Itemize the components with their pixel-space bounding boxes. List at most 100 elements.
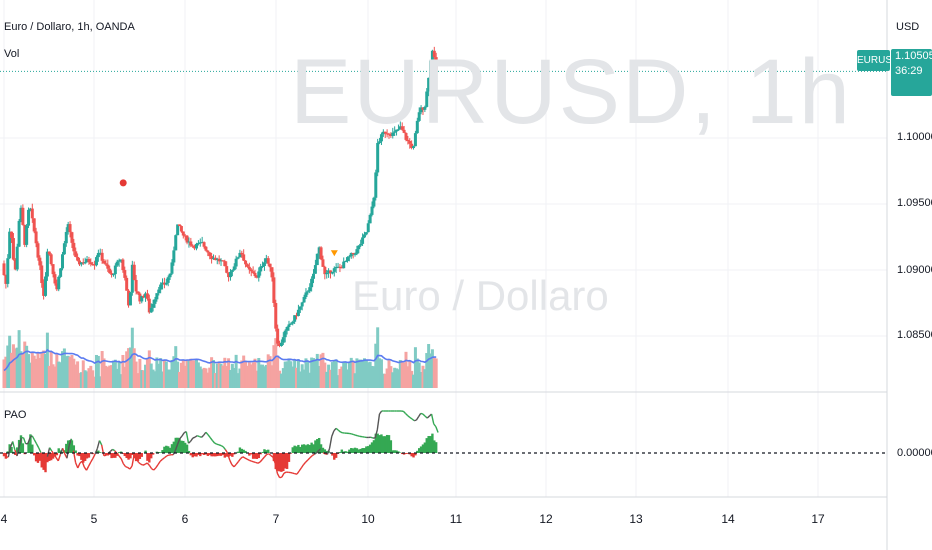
volume-bar (238, 368, 242, 388)
candle-body (298, 306, 302, 310)
candle-body (208, 252, 212, 257)
oscillator-bar (433, 440, 436, 453)
oscillator-bar (278, 453, 281, 472)
candle-body (317, 247, 321, 254)
volume-bar (149, 363, 153, 388)
oscillator-line-segment (105, 452, 109, 456)
oscillator-bar (344, 451, 347, 453)
volume-bar (34, 358, 38, 388)
oscillator-line-segment (218, 444, 222, 447)
volume-bar (57, 361, 61, 388)
oscillator-bar (351, 448, 355, 453)
oscillator-bar (155, 451, 159, 453)
candle-body (149, 307, 153, 313)
candle-body (155, 293, 159, 300)
candle-body (162, 282, 166, 285)
oscillator-line-segment (192, 436, 196, 439)
oscillator-bar (376, 433, 379, 453)
oscillator-line-segment (235, 461, 239, 465)
candle-body (13, 259, 17, 270)
oscillator-line-segment (194, 435, 198, 438)
candle-body (44, 276, 48, 296)
oscillator-bar (38, 453, 42, 461)
oscillator-line-segment (190, 437, 194, 442)
volume-bar (298, 371, 302, 388)
candle-body (272, 277, 276, 304)
candle-body (108, 268, 112, 274)
volume-bar (196, 362, 200, 388)
volume-bar (351, 360, 355, 388)
last-price-value: 1.10505 (895, 50, 932, 62)
oscillator-line-segment (355, 434, 358, 437)
volume-bar (64, 356, 68, 388)
candle-body (196, 243, 200, 245)
candle-body (83, 262, 87, 264)
volume-bar (140, 370, 144, 388)
candle-body (89, 262, 93, 265)
oscillator-line-segment (307, 457, 311, 461)
oscillator-bar (342, 451, 345, 453)
oscillator-line-segment (405, 413, 409, 417)
candle-body (287, 324, 291, 327)
candle-body (23, 224, 27, 245)
candle-body (215, 258, 219, 261)
oscillator-bar (238, 447, 242, 453)
volume-bar (404, 351, 408, 388)
volume-bar (123, 366, 127, 388)
volume-bar (434, 358, 438, 388)
indicator-label[interactable]: PAO (4, 409, 27, 421)
volume-bar (319, 354, 323, 388)
volume-bar (8, 335, 12, 388)
volume-bar (183, 365, 187, 388)
oscillator-bar (112, 453, 115, 458)
candle-body (70, 232, 74, 243)
oscillator-line-segment (270, 455, 274, 458)
oscillator-line-segment (120, 458, 125, 465)
y-tick-label: 1.09500 (897, 197, 932, 209)
candle-body (195, 243, 199, 249)
candle-body (55, 283, 59, 290)
oscillator-bar (367, 446, 370, 453)
volume-bar (117, 361, 121, 388)
volume-bar (234, 354, 238, 388)
oscillator-bar (385, 434, 389, 453)
candle-body (340, 267, 344, 269)
oscillator-bar (87, 453, 91, 458)
oscillator-bar (321, 447, 325, 453)
candle-body (319, 247, 323, 260)
oscillator-bar (395, 450, 398, 453)
candle-body (330, 271, 334, 274)
volume-label[interactable]: Vol (4, 48, 20, 60)
oscillator-bar (212, 453, 215, 457)
candle-body (374, 172, 378, 198)
volume-bar (304, 358, 308, 388)
oscillator-bar (178, 438, 181, 453)
oscillator-line-segment (424, 415, 428, 419)
oscillator-line-segment (94, 448, 98, 455)
candle-body (366, 223, 370, 233)
oscillator-bar (312, 444, 315, 453)
candle-body (121, 259, 125, 271)
volume-bar (119, 374, 123, 388)
candle-body (93, 264, 97, 266)
candle-body (187, 241, 191, 243)
oscillator-bar (434, 442, 438, 453)
y-tick-label: 1.09000 (897, 264, 932, 276)
candle-body (138, 293, 142, 302)
candle-body (353, 253, 357, 255)
oscillator-bar (168, 447, 172, 453)
oscillator-bar (150, 453, 153, 459)
symbol-title[interactable]: Euro / Dollaro, 1h, OANDA (4, 21, 135, 33)
volume-bar (389, 366, 393, 388)
volume-bar (87, 368, 91, 388)
volume-bar (206, 372, 210, 388)
oscillator-line-segment (118, 455, 122, 460)
volume-bar (200, 369, 204, 388)
volume-bar (27, 354, 31, 388)
volume-bar (253, 358, 257, 388)
volume-bar (10, 352, 14, 388)
volume-bar (161, 371, 165, 388)
candle-body (345, 257, 349, 262)
volume-bar (127, 348, 131, 388)
